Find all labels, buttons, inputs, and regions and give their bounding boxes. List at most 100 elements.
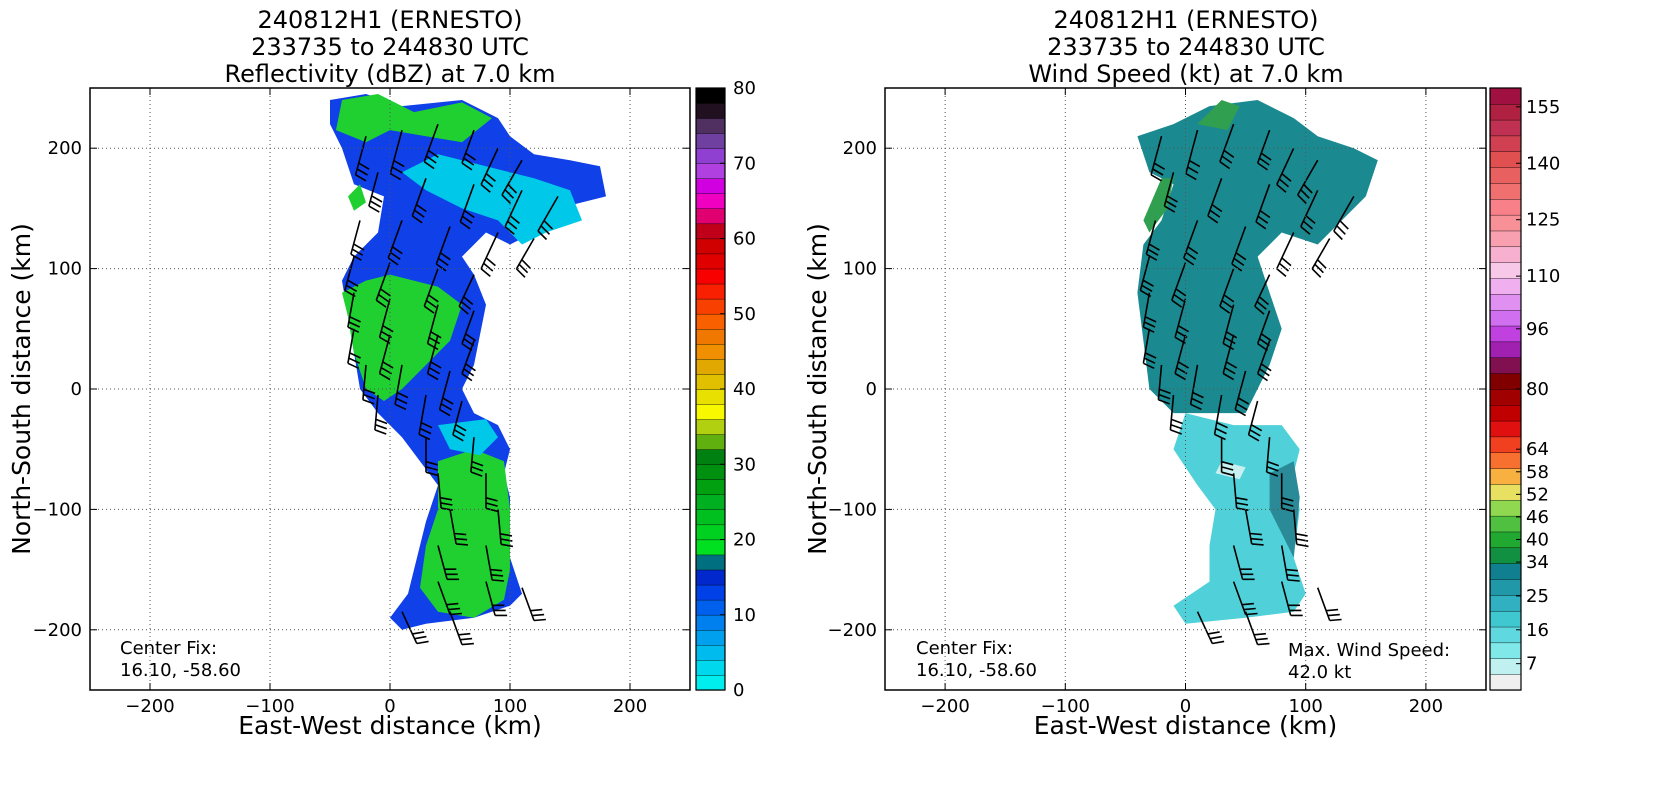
colorbar-segment	[695, 208, 726, 225]
wind-barb-44	[485, 581, 508, 617]
colorbar-segment	[1489, 610, 1522, 628]
colorbar-segment	[695, 614, 726, 631]
colorbar-segment	[1489, 515, 1522, 533]
wind-barb-20	[458, 274, 475, 315]
wind-barb-26	[378, 334, 394, 381]
wind-barb-12	[1145, 220, 1160, 261]
colorbar-segment	[695, 659, 726, 676]
echo-region-2	[1143, 178, 1174, 233]
x-tick-label: −100	[1041, 696, 1090, 717]
wind-barb-18	[375, 262, 391, 308]
wind-barb-5	[1276, 147, 1295, 193]
wind-barb-14	[1231, 226, 1247, 272]
colorbar-segment	[695, 147, 726, 164]
wind-barb-1	[1150, 135, 1165, 182]
wind-barb-11	[1333, 195, 1355, 241]
colorbar-tick-label: 140	[1526, 153, 1560, 174]
wind-barb-23	[1222, 304, 1238, 351]
colorbar-segment	[695, 193, 726, 210]
colorbar-segment	[695, 268, 726, 285]
colorbar-tick-label: 25	[1526, 586, 1549, 607]
colorbar-tick-label: 64	[1526, 439, 1549, 460]
colorbar-segment	[1489, 563, 1522, 580]
colorbar-segment	[1489, 325, 1522, 343]
wind-barb-13	[387, 220, 403, 266]
wind-barb-46	[1196, 611, 1225, 645]
wind-barb-10	[1300, 189, 1319, 235]
x-tick-label: −100	[245, 696, 294, 717]
colorbar-segment	[1489, 246, 1522, 263]
wind-barb-25	[347, 328, 361, 370]
colorbar-tick-label: 30	[733, 454, 756, 475]
wind-barb-7	[368, 172, 383, 213]
wind-barb-28	[1256, 340, 1272, 382]
wind-barb-33	[418, 394, 433, 441]
colorbar-tick-label: 80	[1526, 379, 1549, 400]
echo-region-7	[438, 419, 498, 456]
max-wind-label: Max. Wind Speed:	[1288, 640, 1450, 661]
colorbar-segment	[1489, 309, 1522, 327]
wind-barb-22	[378, 298, 394, 344]
wind-barb-35	[1220, 437, 1234, 477]
wind-barb-22	[1174, 298, 1190, 344]
colorbar-tick-label: 52	[1526, 484, 1549, 505]
colorbar-segment	[695, 674, 726, 691]
colorbar-tick-label: 16	[1526, 620, 1549, 641]
wind-barb-34	[1247, 400, 1263, 442]
colorbar-tick-label: 80	[733, 78, 756, 99]
wind-barb-40	[1292, 509, 1309, 548]
colorbar-segment	[695, 388, 726, 405]
colorbar-segment	[1489, 151, 1522, 168]
wind-barb-29	[362, 364, 376, 405]
colorbar-segment	[695, 343, 726, 360]
colorbar-segment	[695, 403, 726, 420]
colorbar-segment	[1489, 420, 1522, 438]
wind-barb-15	[480, 232, 499, 278]
wind-barb-23	[426, 304, 442, 351]
wind-barb-25	[1142, 328, 1157, 370]
wind-barb-31	[438, 370, 454, 417]
echo-region-2	[402, 154, 582, 245]
wind-barb-29	[1157, 364, 1171, 405]
colorbar-segment	[695, 464, 726, 480]
colorbar-segment	[695, 87, 726, 104]
colorbar-segment	[695, 629, 726, 646]
wind-barb-20	[1254, 274, 1271, 315]
colorbar-tick-label: 10	[733, 605, 756, 626]
echo-region-4	[1173, 413, 1306, 624]
wind-barb-19	[423, 268, 439, 314]
colorbar-segment	[695, 223, 726, 240]
wind-barb-6	[1297, 159, 1319, 204]
y-tick-label: 0	[866, 379, 877, 400]
wind-barb-24	[1256, 310, 1272, 352]
wind-barb-19	[1219, 268, 1235, 314]
colorbar-segment	[1489, 404, 1522, 422]
colorbar-tick-label: 96	[1526, 319, 1549, 340]
colorbar-segment	[1489, 594, 1522, 612]
colorbar-tick-label: 34	[1526, 552, 1549, 573]
y-tick-label: 0	[71, 379, 82, 400]
colorbar-segment	[1489, 626, 1522, 644]
center-fix-value: 16.10, -58.60	[120, 660, 241, 681]
colorbar-segment	[1489, 277, 1522, 295]
y-tick-label: −100	[33, 499, 82, 520]
colorbar-tick-label: 40	[733, 379, 756, 400]
wind-barb-9	[459, 184, 475, 230]
colorbar-segment	[1489, 372, 1522, 390]
y-tick-label: −200	[828, 620, 877, 641]
wind-barb-43	[1232, 581, 1258, 616]
y-tick-label: −200	[33, 620, 82, 641]
chart-title-line-2: 233735 to 244830 UTC	[251, 33, 529, 61]
colorbar-segment	[1489, 230, 1522, 248]
colorbar-segment	[1489, 119, 1522, 137]
colorbar-segment	[695, 283, 726, 300]
wind-barb-36	[1265, 437, 1280, 477]
colorbar-segment	[1489, 167, 1522, 184]
colorbar-segment	[1489, 198, 1522, 216]
echo-region-3	[342, 274, 462, 401]
wind-barb-30	[394, 364, 409, 411]
wind-barb-17	[344, 256, 359, 298]
center-fix-value: 16.10, -58.60	[916, 660, 1037, 681]
wind-barb-45	[521, 587, 546, 622]
